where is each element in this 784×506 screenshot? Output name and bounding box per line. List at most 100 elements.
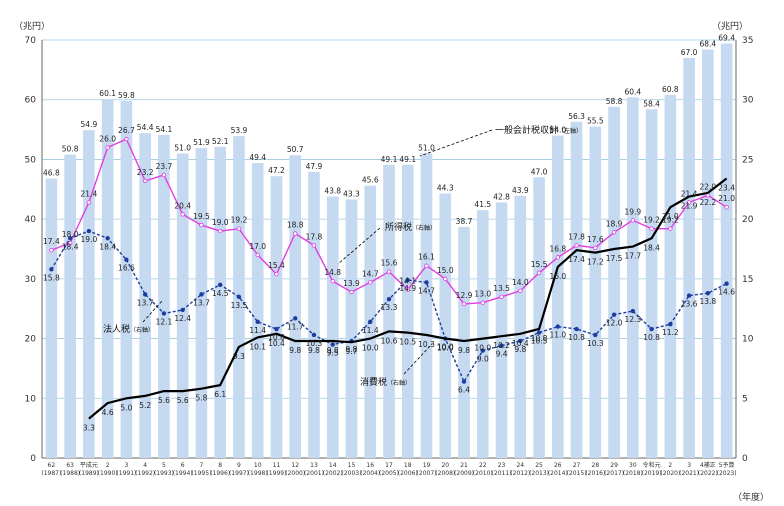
series-point (180, 212, 185, 217)
bar (439, 193, 452, 459)
legend-label-corporate: 法人税（右軸） (103, 323, 154, 335)
series-value-label: 19.2 (662, 216, 679, 225)
series-point (611, 230, 617, 235)
series-line (88, 177, 728, 420)
left-tick-label: 40 (25, 215, 37, 225)
series-value-label: 13.5 (493, 284, 510, 293)
bar (589, 126, 602, 458)
category-year-label: (2003) (342, 470, 362, 477)
series-point (630, 308, 636, 314)
series-value-label: 12.3 (624, 315, 641, 324)
bar-value-label: 51.0 (174, 143, 191, 152)
bar-value-label: 50.8 (62, 145, 79, 154)
bar-value-label: 49.1 (381, 155, 398, 164)
bar-value-label: 44.3 (437, 183, 454, 192)
bar-value-label: 60.8 (662, 85, 679, 94)
series-value-label: 14.7 (362, 269, 379, 278)
category-label: 25 (535, 462, 543, 469)
series-value-label: 21.0 (718, 194, 735, 203)
series-point (217, 228, 223, 234)
category-year-label: (2016) (585, 470, 605, 477)
category-label: 24 (516, 462, 524, 469)
bar (458, 226, 470, 458)
series-point (386, 269, 392, 274)
series-value-label: 14.9 (399, 284, 416, 293)
category-label: 15 (348, 462, 356, 469)
category-label: 22 (479, 462, 487, 469)
category-label: 23 (498, 462, 506, 469)
bar-value-label: 58.8 (606, 97, 623, 106)
category-label: 14 (329, 462, 337, 469)
bar (627, 97, 639, 458)
category-label: 3 (687, 462, 691, 469)
bar-value-label: 59.8 (118, 91, 135, 100)
series-value-label: 9.3 (233, 352, 245, 361)
series-point (330, 342, 335, 347)
bar (570, 121, 583, 459)
series-point (611, 312, 617, 317)
category-year-label: (1991) (116, 470, 136, 477)
category-year-label: (2002) (323, 470, 343, 477)
left-tick-label: 30 (25, 275, 37, 285)
series-value-label: 18.4 (643, 243, 660, 252)
series-value-label: 16.8 (549, 244, 566, 253)
bar-value-label: 43.8 (324, 186, 341, 195)
series-value-label: 17.4 (568, 255, 585, 264)
category-label: 8 (218, 462, 222, 469)
x-axis-unit: （年度） (733, 491, 769, 503)
category-year-label: (2013) (529, 470, 549, 477)
series-value-label: 14.5 (212, 289, 229, 298)
bar-value-label: 60.1 (99, 89, 116, 98)
series-point (67, 236, 73, 241)
series-value-label: 15.8 (43, 273, 60, 282)
series-value-label: 10.5 (399, 338, 416, 347)
category-label: 6 (181, 462, 185, 469)
series-point (274, 326, 279, 332)
series-value-label: 10.0 (474, 344, 491, 353)
left-axis-unit: （兆円） (14, 21, 50, 32)
series-value-label: 14.6 (718, 288, 735, 297)
series-value-label: 14.1 (399, 277, 416, 286)
series-point (686, 293, 692, 298)
category-year-label: (2018) (623, 470, 643, 477)
series-value-label: 12.0 (606, 319, 623, 328)
series-value-label: 12.4 (174, 314, 191, 323)
category-year-label: (1998) (248, 470, 268, 477)
bar-value-label: 45.6 (362, 176, 379, 185)
legend-label-total: 一般会計税収計（左軸） (495, 124, 582, 136)
series-point (574, 243, 579, 248)
series-point (630, 218, 636, 223)
series-value-label: 9.8 (327, 346, 339, 355)
bar (495, 202, 508, 458)
category-year-label: (1992) (135, 470, 155, 477)
series-point (461, 379, 467, 384)
series-point (293, 316, 298, 321)
series-point (217, 282, 223, 288)
category-year-label: (1988) (60, 470, 80, 477)
series-value-label: 17.6 (587, 235, 604, 244)
series-point (649, 226, 654, 231)
category-year-label: (2017) (604, 470, 624, 477)
series-value-label: 5.8 (195, 394, 207, 403)
series-point (199, 222, 204, 228)
series-value-label: 18.4 (62, 242, 79, 251)
category-label: 28 (592, 462, 600, 469)
series-value-label: 10.0 (437, 343, 454, 352)
series-value-label: 10.8 (643, 333, 660, 342)
category-year-label: (2010) (473, 470, 493, 477)
series-value-label: 18.0 (62, 230, 79, 239)
series-point (480, 300, 485, 305)
category-label: 5予算 (719, 461, 735, 469)
series-value-label: 17.7 (624, 252, 641, 261)
bar (683, 57, 695, 459)
category-year-label: (2021) (679, 470, 699, 477)
category-label: 令和元 (643, 461, 661, 469)
bar-value-label: 60.4 (624, 87, 641, 96)
bar (345, 199, 358, 459)
bar-value-label: 53.9 (231, 126, 248, 135)
category-label: 20 (441, 462, 449, 469)
bar (120, 100, 133, 458)
series-value-label: 19.5 (193, 212, 210, 221)
series-value-label: 5.6 (158, 396, 170, 405)
series-value-label: 3.3 (83, 424, 95, 433)
